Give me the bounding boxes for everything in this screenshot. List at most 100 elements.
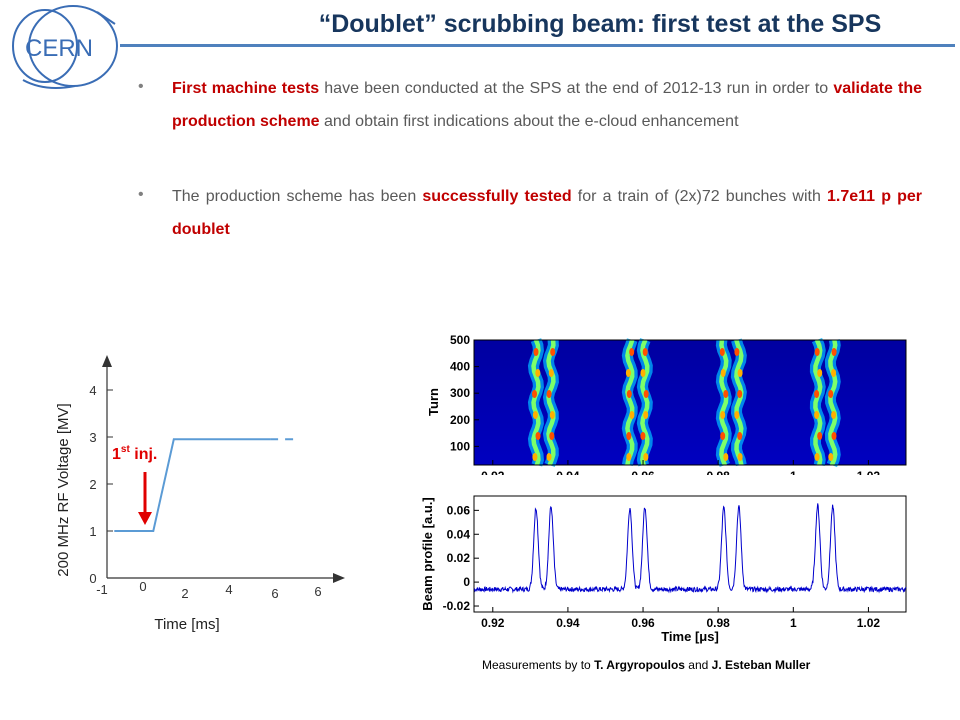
body-text: The production scheme has been	[172, 188, 423, 205]
title-divider	[120, 44, 955, 47]
turn-heatmap: 100 200 300 400 500 0.92 0.94 0.96 0.98 1 1.02 Tur…	[426, 333, 907, 475]
body-text: have been conducted at the SPS at the en…	[319, 80, 834, 97]
heatmap-y-tick-label: 500	[450, 333, 470, 347]
heatmap-y-axis-label: Turn	[426, 388, 441, 416]
heatmap-y-tick-label: 300	[450, 386, 470, 400]
heatmap-hotspot	[626, 390, 632, 398]
beam-profile-y-tick-label: -0.02	[443, 599, 471, 613]
beam-profile-x-tick-label: 1.02	[857, 616, 881, 630]
rf-x-tick-label: 6	[314, 584, 321, 599]
credit-line: Measurements by to T. Argyropoulos and J…	[482, 658, 811, 672]
heatmap-hotspot	[643, 453, 649, 461]
rf-voltage-solid-line	[114, 438, 271, 532]
heatmap-hotspot	[532, 411, 538, 419]
arrow-up-icon	[102, 355, 112, 367]
cern-logo-icon: CERN	[12, 5, 118, 89]
heatmap-hotspot	[831, 369, 837, 377]
heatmap-hotspot	[626, 453, 632, 461]
highlight-text: validate the production scheme	[172, 80, 923, 130]
first-injection-label: 1st inj.	[112, 444, 157, 463]
highlight-text: successfully tested	[422, 188, 572, 205]
heatmap-hotspot	[548, 369, 554, 377]
heatmap-hotspot	[550, 348, 556, 356]
heatmap-hotspot	[643, 390, 649, 398]
heatmap-peak-core	[640, 339, 650, 466]
heatmap-hotspot	[640, 369, 646, 377]
heatmap-hotspot	[737, 390, 743, 398]
heatmap-hotspot	[814, 411, 820, 419]
heatmap-hotspot	[640, 432, 646, 440]
bullet-text-1: First machine tests have been conducted …	[172, 72, 922, 138]
heatmap-peak-core	[625, 339, 635, 466]
heatmap-hotspot	[549, 432, 555, 440]
heatmap-hotspot	[532, 453, 538, 461]
heatmap-hotspot	[535, 369, 541, 377]
rf-x-tick-label: -1	[96, 582, 108, 597]
rf-y-tick-label: 3	[89, 430, 96, 445]
body-text: for a train of (2x)72 bunches with	[571, 188, 828, 205]
heatmap-hotspot	[719, 348, 725, 356]
heatmap-hotspot	[828, 453, 834, 461]
heatmap-hotspot	[629, 411, 635, 419]
heatmap-x-tick-label: 0.96	[631, 469, 655, 475]
rf-x-tick-label: 4	[225, 582, 232, 597]
beam-profile-line	[473, 503, 907, 594]
heatmap-hotspot	[734, 411, 740, 419]
rf-x-tick-label: 2	[181, 586, 188, 601]
heatmap-x-tick-label: 1	[790, 469, 797, 475]
rf-y-tick-label: 1	[89, 524, 96, 539]
heatmap-peak-core	[546, 339, 556, 466]
heatmap-hotspot	[626, 432, 632, 440]
heatmap-hotspot	[533, 348, 539, 356]
beam-profile-x-tick-label: 0.96	[631, 616, 655, 630]
heatmap-hotspot	[720, 369, 726, 377]
body-text: and obtain first indications about the e…	[319, 113, 739, 130]
heatmap-hotspot	[532, 390, 537, 398]
heatmap-hotspot	[643, 411, 649, 419]
beam-profile-x-tick-label: 1	[790, 616, 797, 630]
rf-y-tick-label: 4	[89, 383, 96, 398]
page-title: “Doublet” scrubbing beam: first test at …	[318, 10, 882, 38]
beam-profile-x-tick-label: 0.98	[706, 616, 730, 630]
beam-profile-ticks: -0.02 0 0.02 0.04 0.06 0.92 0.94 0.96 0.98 1 1.02	[443, 503, 881, 630]
rf-x-tick-label: 0	[139, 579, 146, 594]
rf-y-axis-label: 200 MHz RF Voltage [MV]	[55, 403, 72, 576]
beam-profile-y-tick-label: 0.04	[447, 527, 471, 541]
beam-profile-y-tick-label: 0.06	[447, 503, 471, 517]
heatmap-hotspot	[828, 390, 834, 398]
heatmap-hotspot	[831, 432, 837, 440]
highlight-text: 1.7e11 p per doublet	[172, 188, 922, 238]
bullet-text-2: The production scheme has been successfu…	[172, 180, 922, 246]
rf-y-tick-label: 2	[89, 477, 96, 492]
credit-name-1: T. Argyropoulos	[594, 658, 685, 672]
cern-logo-text: CERN	[25, 35, 93, 62]
highlight-text: First machine tests	[172, 80, 320, 97]
beam-profile-y-tick-label: 0.02	[447, 551, 471, 565]
heatmap-hotspot	[814, 348, 820, 356]
heatmap-hotspot	[642, 348, 648, 356]
cern-logo: CERN	[5, 2, 123, 94]
heatmap-hotspot	[535, 432, 541, 440]
heatmap-hotspot	[720, 411, 726, 419]
heatmap-hotspot	[549, 411, 555, 419]
heatmap-hotspot	[723, 453, 729, 461]
heatmap-peak-core	[813, 339, 823, 466]
bullet-dot: •	[138, 186, 144, 203]
bullet-dot: •	[138, 78, 144, 95]
heatmap-hotspot	[625, 369, 631, 377]
rf-x-axis-label: Time [ms]	[154, 616, 219, 633]
beam-profile-x-tick-label: 0.94	[556, 616, 580, 630]
heatmap-peak-core	[734, 339, 744, 466]
arrow-right-icon	[333, 573, 345, 583]
heatmap-x-tick-label: 0.94	[556, 469, 580, 475]
heatmap-x-tick-label: 0.92	[481, 469, 505, 475]
heatmap-peaks	[527, 337, 841, 468]
heatmap-hotspot	[817, 369, 823, 377]
heatmap-hotspot	[737, 432, 743, 440]
rf-x-tick-label: 6	[271, 586, 278, 601]
injection-arrow-icon	[138, 472, 152, 525]
heatmap-hotspot	[720, 432, 726, 440]
rf-axes	[102, 355, 345, 583]
